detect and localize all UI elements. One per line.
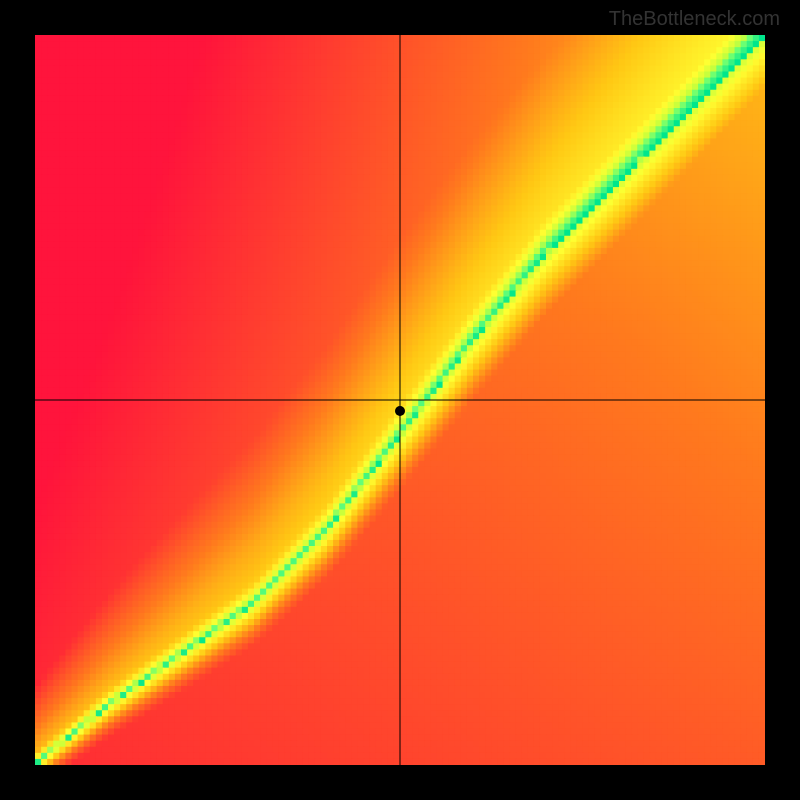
heatmap-plot bbox=[35, 35, 765, 765]
watermark-text: TheBottleneck.com bbox=[609, 8, 780, 31]
heatmap-canvas bbox=[35, 35, 765, 765]
